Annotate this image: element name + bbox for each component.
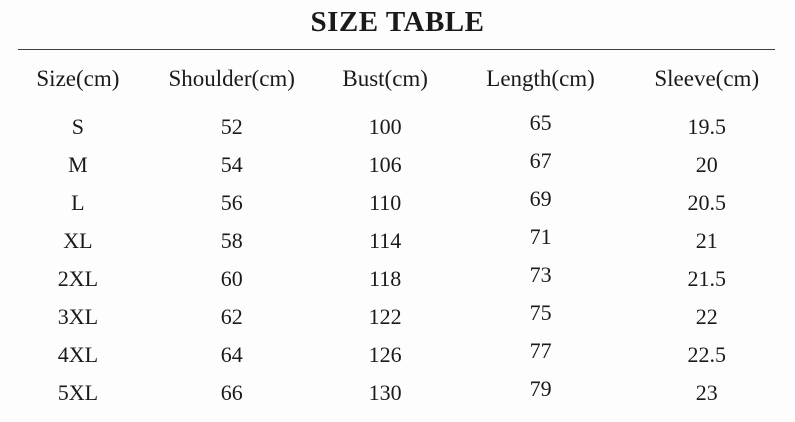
column-header-bust: Bust(cm) — [342, 66, 428, 91]
cell-bust: 118 — [369, 266, 402, 291]
cell-sleeve: 22 — [695, 304, 718, 329]
cell-length: 77 — [529, 338, 552, 363]
column-header-shoulder: Shoulder(cm) — [168, 66, 295, 91]
cell-shoulder: 54 — [220, 152, 243, 177]
cell-length: 79 — [529, 376, 552, 401]
cell-bust: 100 — [368, 114, 402, 139]
table-row-xl: XL 58 114 71 21 — [0, 222, 795, 260]
cell-sleeve: 20.5 — [687, 190, 726, 215]
table-row-l: L 56 110 69 20.5 — [0, 184, 795, 222]
table-row-3xl: 3XL 62 122 75 22 — [0, 298, 795, 336]
table-row-5xl: 5XL 66 130 79 23 — [0, 374, 795, 412]
cell-length: 71 — [529, 224, 552, 249]
cell-shoulder: 62 — [220, 304, 243, 329]
cell-sleeve: 21 — [695, 228, 718, 253]
cell-length: 73 — [529, 262, 552, 287]
cell-length: 65 — [529, 110, 552, 135]
table-row-4xl: 4XL 64 126 77 22.5 — [0, 336, 795, 374]
cell-sleeve: 21.5 — [687, 266, 726, 291]
cell-shoulder: 60 — [220, 266, 243, 291]
cell-size: 3XL — [57, 304, 99, 329]
cell-bust: 130 — [368, 380, 402, 405]
cell-shoulder: 56 — [220, 190, 243, 215]
cell-sleeve: 22.5 — [687, 342, 726, 367]
table-row-s: S 52 100 65 19.5 — [0, 108, 795, 146]
column-header-length: Length(cm) — [486, 66, 595, 91]
cell-bust: 126 — [368, 342, 402, 367]
cell-shoulder: 64 — [220, 342, 243, 367]
size-table: Size(cm) Shoulder(cm) Bust(cm) Length(cm… — [0, 50, 795, 412]
title-divider — [18, 49, 775, 50]
header-row: Size(cm) Shoulder(cm) Bust(cm) Length(cm… — [0, 50, 795, 108]
cell-bust: 110 — [369, 190, 402, 215]
table-row-m: M 54 106 67 20 — [0, 146, 795, 184]
cell-bust: 122 — [368, 304, 402, 329]
cell-sleeve: 20 — [695, 152, 718, 177]
cell-shoulder: 52 — [220, 114, 243, 139]
cell-length: 75 — [529, 300, 552, 325]
cell-sleeve: 23 — [695, 380, 718, 405]
cell-shoulder: 58 — [220, 228, 243, 253]
cell-shoulder: 66 — [220, 380, 243, 405]
cell-size: 2XL — [57, 266, 99, 291]
cell-size: 4XL — [57, 342, 99, 367]
cell-bust: 106 — [368, 152, 402, 177]
cell-length: 67 — [529, 148, 552, 173]
cell-size: XL — [63, 228, 93, 253]
cell-size: M — [68, 152, 88, 177]
cell-size: S — [71, 114, 85, 139]
column-header-sleeve: Sleeve(cm) — [654, 66, 760, 91]
cell-bust: 114 — [369, 228, 402, 253]
page-title: SIZE TABLE — [310, 6, 485, 38]
cell-size: 5XL — [57, 380, 99, 405]
cell-length: 69 — [529, 186, 552, 211]
cell-sleeve: 19.5 — [687, 114, 726, 139]
column-header-size: Size(cm) — [36, 66, 120, 91]
table-row-2xl: 2XL 60 118 73 21.5 — [0, 260, 795, 298]
cell-size: L — [71, 190, 85, 215]
